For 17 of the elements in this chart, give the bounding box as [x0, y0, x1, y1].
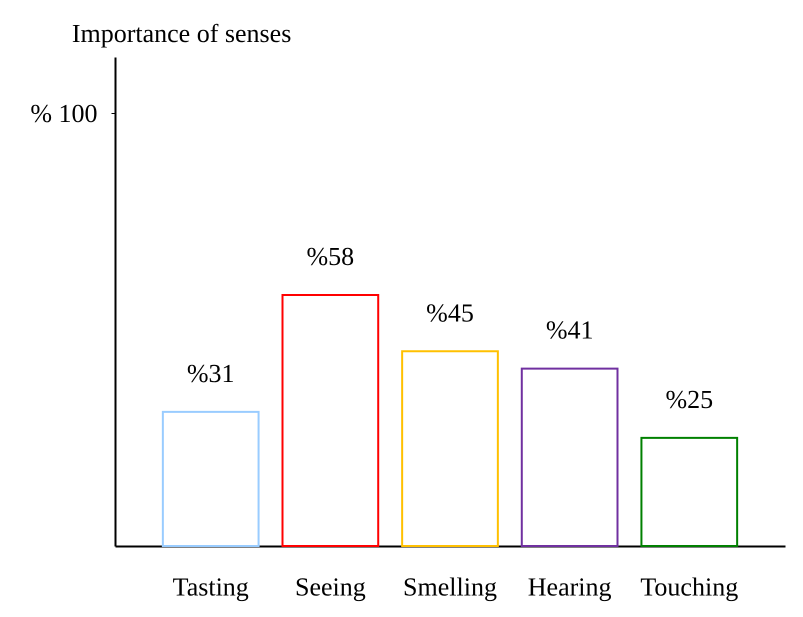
x-tick-label: Tasting [172, 572, 249, 602]
data-label: %58 [306, 242, 354, 272]
bar [401, 350, 499, 547]
data-label: %45 [426, 298, 474, 328]
bar [640, 436, 738, 547]
y-tick-label: % 100 [30, 98, 98, 128]
bar [162, 410, 260, 547]
data-label: %31 [186, 358, 235, 388]
x-tick-label: Touching [640, 572, 738, 602]
data-label: %25 [665, 384, 714, 414]
chart-title: Importance of senses [72, 19, 292, 48]
data-label: %41 [546, 316, 594, 345]
bar [282, 294, 380, 547]
x-tick-label: Hearing [528, 572, 612, 602]
x-tick-label: Seeing [294, 572, 366, 602]
bar [520, 368, 618, 547]
x-tick-label: Smelling [403, 572, 497, 602]
